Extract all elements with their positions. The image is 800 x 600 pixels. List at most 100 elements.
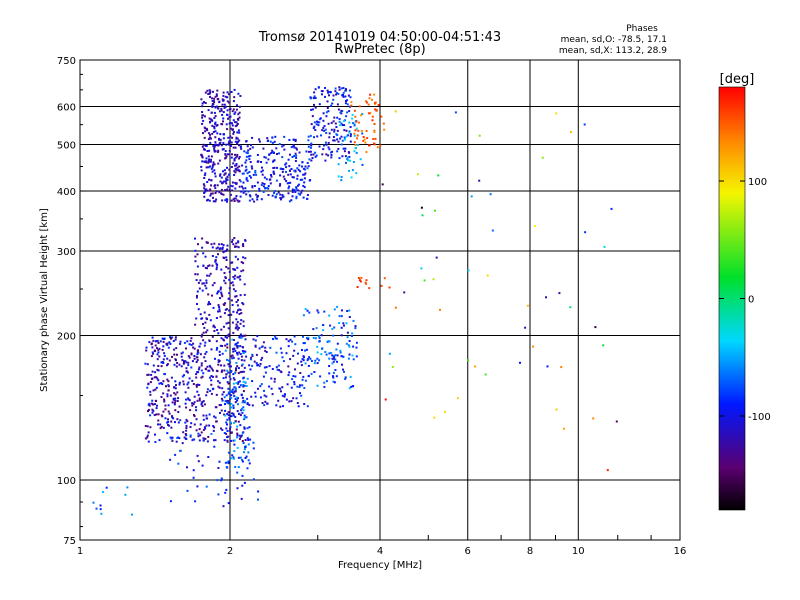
data-point [170,426,173,429]
data-point [303,168,306,171]
data-point [358,105,361,108]
data-point [290,386,293,389]
data-point [227,411,230,414]
data-point [211,284,214,287]
data-point [235,245,238,248]
data-point [217,149,220,152]
data-point [348,309,351,312]
data-point [230,402,233,405]
data-point [219,288,222,291]
data-point [190,366,193,369]
data-point [242,191,245,194]
data-point [383,277,386,280]
data-point [206,365,209,368]
data-point [289,181,292,184]
data-point [165,385,167,388]
data-point [345,342,348,345]
data-point [470,195,473,198]
data-point [260,383,263,386]
data-point [220,107,223,110]
data-point [263,176,266,179]
data-point [232,382,235,385]
data-point [274,337,277,340]
data-point [236,432,239,435]
data-point [235,318,238,321]
data-point [218,191,221,194]
data-point [212,429,215,432]
data-point [349,89,351,92]
data-point [343,136,346,139]
data-point [205,485,208,488]
data-point [208,340,211,342]
data-point [247,443,250,446]
data-point [168,359,171,362]
data-point [285,170,287,173]
data-point [364,100,367,103]
data-point [365,279,368,282]
data-point [289,169,291,172]
data-point [249,161,252,163]
data-point [221,399,224,402]
data-point [158,382,161,385]
data-point [149,414,152,417]
data-point [308,158,311,161]
data-point [230,397,233,399]
data-point [233,347,236,350]
data-point [348,121,351,124]
data-point [204,91,207,94]
data-point [251,167,254,170]
data-point [240,261,243,264]
data-point [316,351,319,354]
data-point [226,343,229,346]
data-point [228,143,231,146]
data-point [234,167,237,170]
data-point [231,238,234,241]
data-point [373,129,376,132]
data-point [283,178,286,181]
data-point [174,338,177,341]
data-point [237,381,240,384]
data-point [215,348,218,351]
data-point [253,200,256,203]
data-point [234,415,237,418]
data-point [224,199,227,202]
data-point [232,100,235,103]
data-point [217,304,220,307]
data-point [181,359,184,362]
data-point [301,161,304,164]
data-point [279,193,282,196]
data-point [235,195,238,197]
data-point [264,349,267,352]
data-point [201,155,204,158]
data-point [196,399,199,402]
data-point [196,253,199,256]
data-point [168,341,171,344]
data-point [223,312,226,315]
data-point [232,348,234,351]
data-point [279,197,282,199]
data-point [421,214,424,217]
data-point [231,281,234,284]
data-point [232,377,235,380]
data-point [223,364,226,367]
data-point [204,321,207,324]
data-point [246,437,249,440]
data-point [210,111,213,114]
data-point [245,155,248,158]
data-point [187,361,190,364]
data-point [246,152,249,155]
data-point [310,372,313,375]
data-point [226,153,229,156]
data-point [276,368,279,371]
data-point [220,364,222,367]
data-point [341,363,343,366]
data-point [231,454,234,457]
data-point [227,462,230,465]
data-point [198,399,201,402]
data-point [348,345,351,348]
data-point [194,237,196,240]
stats-x-mode: mean, sd,X: 113.2, 28.9 [559,46,667,56]
data-point [340,135,343,138]
data-point [196,351,199,354]
data-point [151,408,154,411]
